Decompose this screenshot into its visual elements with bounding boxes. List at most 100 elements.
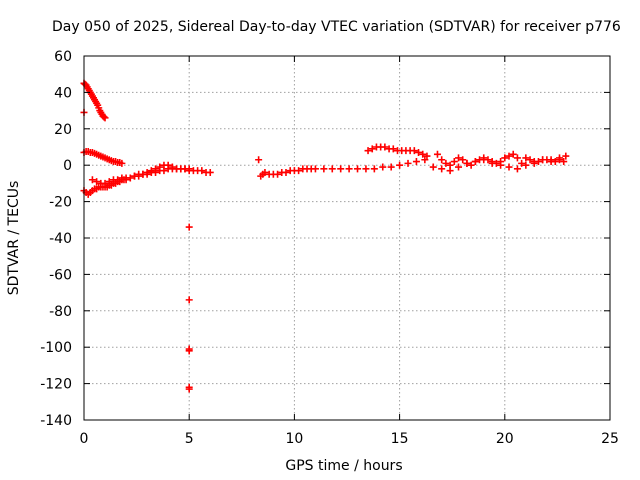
data-point: [509, 150, 517, 158]
data-point: [438, 165, 446, 173]
y-tick-label: -100: [40, 340, 72, 356]
data-point: [539, 156, 547, 164]
x-tick-label: 15: [391, 431, 409, 447]
data-point: [105, 178, 113, 186]
series-outliers-at-hour-5: [80, 108, 193, 393]
data-point: [522, 161, 530, 169]
data-point: [562, 152, 570, 160]
y-tick-label: -80: [49, 304, 72, 320]
data-point: [513, 154, 521, 162]
data-point: [282, 168, 290, 176]
data-point: [328, 165, 336, 173]
data-point: [101, 179, 109, 187]
data-point: [255, 156, 263, 164]
data-point: [551, 158, 559, 166]
plot-frame: [83, 55, 611, 421]
data-point: [410, 147, 418, 155]
data-point: [274, 170, 282, 178]
data-point: [497, 161, 505, 169]
data-point: [364, 147, 372, 155]
y-axis-label: SDTVAR / TECUs: [6, 181, 22, 296]
data-point: [488, 159, 496, 167]
data-point: [547, 156, 555, 164]
y-tick-label: -20: [49, 195, 72, 211]
chart-title: Day 050 of 2025, Sidereal Day-to-day VTE…: [52, 19, 621, 35]
data-points: [80, 79, 570, 393]
data-point: [185, 385, 193, 393]
data-point: [419, 150, 427, 158]
data-point: [404, 159, 412, 167]
series-satellite-arc-mid: [255, 156, 429, 180]
data-point: [530, 159, 538, 167]
data-point: [368, 145, 376, 153]
x-tick-label: 20: [496, 431, 514, 447]
data-point: [526, 156, 534, 164]
data-point: [295, 167, 303, 175]
data-point: [442, 159, 450, 167]
data-point: [261, 168, 269, 176]
data-point: [522, 154, 530, 162]
data-point: [396, 161, 404, 169]
data-point: [320, 165, 328, 173]
data-point: [556, 154, 564, 162]
data-point: [505, 163, 513, 171]
data-point: [156, 163, 164, 171]
data-point: [354, 165, 362, 173]
data-point: [198, 167, 206, 175]
data-point: [206, 168, 214, 176]
y-tick-label: -60: [49, 267, 72, 283]
y-tick-label: 0: [63, 158, 72, 174]
data-point: [130, 172, 138, 180]
series-satellite-arc-late-b: [429, 152, 570, 175]
data-point: [101, 114, 109, 122]
data-point: [381, 143, 389, 151]
data-point: [114, 176, 122, 184]
data-point: [143, 168, 151, 176]
data-point: [370, 165, 378, 173]
data-point: [438, 156, 446, 164]
data-point: [446, 167, 454, 175]
data-point: [387, 163, 395, 171]
data-point: [415, 148, 423, 156]
data-point: [467, 161, 475, 169]
series-satellite-arc-band: [130, 161, 214, 180]
data-point: [534, 158, 542, 166]
x-axis-label: GPS time / hours: [285, 458, 402, 474]
data-point: [93, 178, 101, 186]
data-point: [185, 296, 193, 304]
data-point: [311, 165, 319, 173]
data-point: [185, 347, 193, 355]
data-point: [337, 165, 345, 173]
data-point: [126, 174, 134, 182]
data-point: [412, 158, 420, 166]
data-point: [433, 150, 441, 158]
data-point: [505, 152, 513, 160]
y-tick-label: 40: [54, 85, 72, 101]
data-point: [389, 145, 397, 153]
series-satellite-arc-near-zero-a: [80, 148, 126, 167]
data-point: [100, 113, 108, 121]
data-point: [118, 159, 126, 167]
data-point: [185, 223, 193, 231]
data-point: [560, 158, 568, 166]
data-point: [455, 163, 463, 171]
data-point: [463, 159, 471, 167]
grid-lines: [84, 56, 610, 420]
axis-ticks: 0 5 10 15 20 25 -140 -120 -100 -80 -60 -40 -20 0 20 40 6…: [40, 49, 619, 447]
data-point: [362, 165, 370, 173]
data-point: [429, 163, 437, 171]
data-point: [471, 158, 479, 166]
data-point: [459, 156, 467, 164]
data-point: [421, 156, 429, 164]
data-point: [345, 165, 353, 173]
y-tick-label: -120: [40, 377, 72, 393]
y-tick-label: -140: [40, 413, 72, 429]
data-point: [147, 167, 155, 175]
x-tick-label: 0: [80, 431, 89, 447]
x-tick-label: 5: [185, 431, 194, 447]
data-point: [168, 163, 176, 171]
series-satellite-arc-bump: [364, 143, 431, 160]
x-tick-label: 10: [285, 431, 303, 447]
data-point: [518, 159, 526, 167]
